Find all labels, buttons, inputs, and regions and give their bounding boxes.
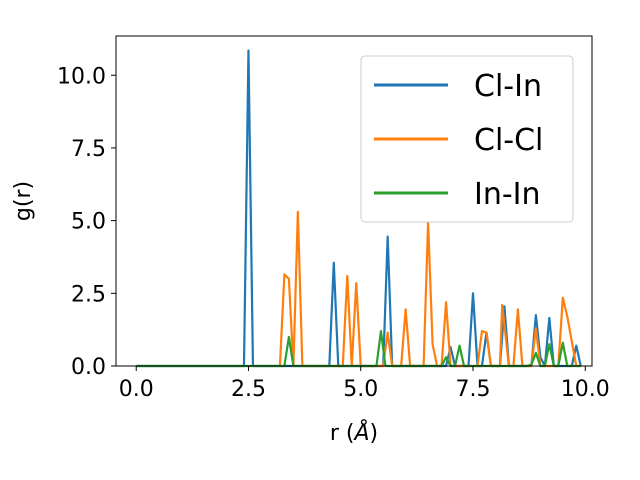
x-tick-label: 7.5 xyxy=(456,377,491,402)
plot-frame xyxy=(115,35,593,367)
legend-label-in-in: In-In xyxy=(474,177,541,212)
y-tick-label: 7.5 xyxy=(71,137,106,162)
x-tick-label: 5.0 xyxy=(343,377,378,402)
legend-box xyxy=(360,55,574,223)
y-axis: 0.0 2.5 5.0 7.5 10.0 xyxy=(57,64,116,380)
x-tick-label: 0.0 xyxy=(119,377,154,402)
x-tick-label: 10.0 xyxy=(561,377,610,402)
y-tick-label: 2.5 xyxy=(71,282,106,307)
series-line-cl-cl xyxy=(278,210,581,368)
y-tick-label: 0.0 xyxy=(71,355,106,380)
legend: Cl-In Cl-Cl In-In xyxy=(360,55,574,223)
x-axis: 0.0 2.5 5.0 7.5 10.0 xyxy=(119,366,610,402)
x-axis-label: r (Å) xyxy=(330,419,378,446)
legend-label-cl-in: Cl-In xyxy=(474,69,542,104)
y-tick-label: 5.0 xyxy=(71,210,106,235)
x-tick-label: 2.5 xyxy=(231,377,266,402)
y-axis-label: g(r) xyxy=(11,181,36,221)
legend-label-cl-cl: Cl-Cl xyxy=(474,123,543,158)
y-tick-label: 10.0 xyxy=(57,64,106,89)
